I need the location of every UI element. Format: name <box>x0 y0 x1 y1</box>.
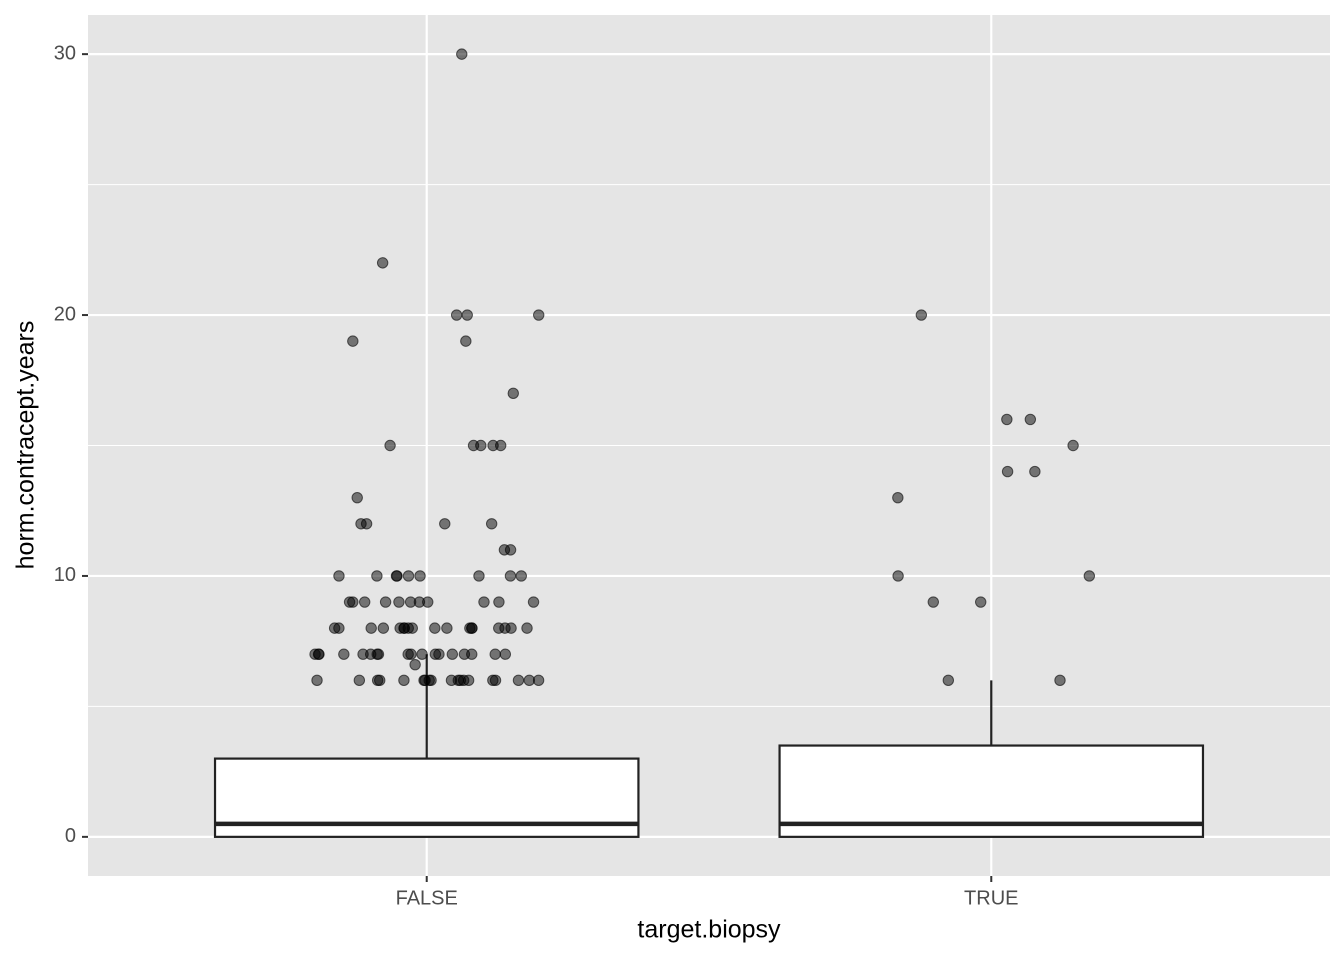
point <box>473 570 485 582</box>
point <box>527 596 540 608</box>
marks <box>213 48 1205 838</box>
point <box>499 622 511 634</box>
point <box>402 570 415 582</box>
point <box>1001 465 1014 478</box>
point <box>439 518 451 530</box>
point <box>462 674 475 687</box>
point <box>485 518 498 530</box>
point <box>489 648 501 660</box>
point <box>377 622 390 634</box>
point <box>355 518 367 530</box>
point <box>456 48 468 60</box>
point <box>533 309 545 321</box>
point <box>333 570 345 582</box>
point <box>311 674 323 687</box>
point <box>460 335 472 347</box>
point <box>499 648 512 660</box>
point <box>1001 413 1013 426</box>
point <box>347 335 359 347</box>
y-axis-title: horm.contracept.years <box>12 321 40 570</box>
x-tick-label: TRUE <box>964 887 1018 909</box>
point <box>493 596 505 608</box>
x-axis-title: target.biopsy <box>637 916 781 944</box>
point <box>419 674 431 687</box>
point <box>391 570 403 582</box>
point <box>338 648 350 660</box>
point <box>498 544 511 556</box>
point <box>358 596 371 608</box>
y-tick-label: 30 <box>54 42 76 64</box>
point <box>371 570 383 582</box>
point <box>413 596 426 608</box>
point <box>365 622 377 634</box>
point <box>975 596 987 608</box>
point <box>351 491 363 504</box>
point <box>402 648 414 660</box>
point <box>433 648 445 660</box>
y-tick-label: 10 <box>54 564 76 586</box>
point <box>376 257 389 269</box>
point <box>1067 439 1079 452</box>
point <box>478 596 490 608</box>
point <box>353 674 366 687</box>
point <box>371 648 383 660</box>
point <box>384 439 396 452</box>
point <box>1029 465 1041 478</box>
point <box>416 648 428 660</box>
point <box>414 570 426 582</box>
y-tick-label: 20 <box>54 303 76 325</box>
point <box>461 309 473 321</box>
point <box>942 674 955 687</box>
point <box>371 674 384 687</box>
point <box>328 622 341 634</box>
point <box>393 596 405 608</box>
point <box>379 596 392 608</box>
point <box>466 648 478 660</box>
point <box>398 674 410 687</box>
point <box>892 570 904 582</box>
point <box>504 570 517 582</box>
point <box>487 439 499 452</box>
point <box>429 622 441 634</box>
x-tick-label: FALSE <box>396 887 458 909</box>
point <box>515 570 527 582</box>
point <box>1024 413 1037 426</box>
point <box>532 674 545 687</box>
point <box>466 622 478 634</box>
point <box>475 439 487 452</box>
y-tick-label: 0 <box>65 825 76 847</box>
point <box>512 674 525 687</box>
point <box>1054 674 1066 687</box>
point <box>312 648 325 660</box>
point <box>507 387 519 400</box>
point <box>441 622 453 634</box>
point <box>892 491 904 504</box>
point <box>343 596 356 608</box>
point <box>450 309 463 321</box>
point <box>487 674 499 687</box>
point <box>402 622 414 634</box>
point <box>927 596 939 608</box>
point <box>409 658 421 671</box>
point <box>915 309 928 321</box>
point <box>357 648 369 660</box>
point <box>446 648 459 660</box>
point <box>521 622 533 634</box>
point <box>1083 570 1096 582</box>
